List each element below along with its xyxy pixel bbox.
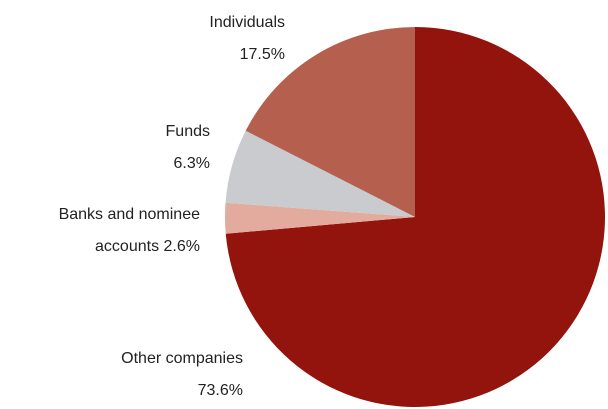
value-label: 6.3% (173, 155, 210, 172)
pie-slice (225, 27, 605, 407)
slice-label: Individuals 17.5% (145, 7, 285, 71)
category-name: Banks and nominee accounts (58, 206, 200, 255)
slice-label: Funds 6.3% (90, 116, 210, 180)
pie-slice (225, 130, 415, 217)
slice-label: Banks and nominee accounts 2.6% (0, 199, 200, 263)
category-name: Funds (165, 123, 210, 140)
value-label: 73.6% (197, 382, 243, 399)
category-name: Individuals (209, 14, 285, 31)
value-label: 2.6% (163, 238, 200, 255)
pie-slice (245, 27, 415, 217)
category-name: Other companies (121, 350, 243, 367)
slice-label: Other companies 73.6% (43, 343, 243, 407)
value-label: 17.5% (239, 46, 285, 63)
pie-slice (225, 202, 415, 234)
